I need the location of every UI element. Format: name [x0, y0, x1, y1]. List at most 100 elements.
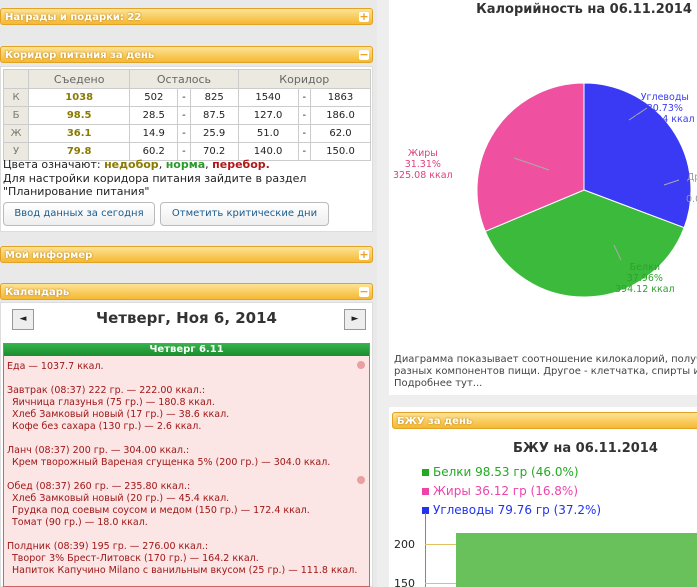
legend-under: недобор	[104, 158, 159, 171]
bju-title: БЖУ за день	[397, 416, 473, 427]
corner-cell	[3, 69, 29, 89]
pie-slice-carbs	[583, 82, 692, 229]
dash: -	[297, 124, 312, 143]
food-total-text: Еда — 1037.7 ккал.	[7, 361, 104, 372]
pie-label-kcal: 394.12 ккал	[615, 284, 675, 295]
expand-icon[interactable]: +	[359, 248, 369, 261]
corridor-max: 1863	[310, 88, 371, 107]
pie-connector-line	[613, 244, 622, 261]
left-min: 28.5	[129, 106, 179, 125]
pie-label-kcal: 319.04 ккал	[635, 114, 695, 125]
eaten-value: 36.1	[27, 124, 131, 143]
pie-label-proteins: Белки 37.96% 394.12 ккал	[615, 262, 675, 295]
pie-label-name: Др	[686, 172, 697, 183]
pie-slice-fats	[476, 82, 585, 232]
meal-dinner: Обед (08:37) 260 гр. — 235.80 ккал.: Хле…	[7, 481, 310, 529]
left-min: 502	[129, 88, 179, 107]
legend-item-carbs: Углеводы 79.76 гр (37.2%)	[422, 501, 601, 520]
legend-label: Углеводы 79.76 гр (37.2%)	[433, 503, 602, 517]
pie-connector-line	[663, 179, 680, 186]
table-row: У 79.8 60.2 - 70.2 140.0 - 150.0	[3, 142, 371, 161]
left-max: 25.9	[189, 124, 239, 143]
dash: -	[177, 142, 191, 161]
legend-label: Жиры 36.12 гр (16.8%)	[433, 484, 579, 498]
enter-today-button[interactable]: Ввод данных за сегодня	[3, 202, 155, 226]
legend-norm: норма	[165, 158, 206, 171]
bju-bar-segment	[456, 533, 697, 587]
bju-chart-title: БЖУ на 06.11.2014	[513, 441, 658, 456]
meal-item: Крем творожный Вареная сгущенка 5% (200 …	[12, 457, 331, 468]
pie-label-name: Углеводы	[640, 92, 689, 103]
corridor-max: 62.0	[310, 124, 371, 143]
table-row: Ж 36.1 14.9 - 25.9 51.0 - 62.0	[3, 124, 371, 143]
dash: -	[297, 88, 312, 107]
calories-pie-chart	[476, 82, 692, 298]
rewards-panel-header[interactable]: Награды и подарки: 22 +	[0, 8, 373, 25]
meal-item: Творог 3% Брест-Литовск (170 гр.) — 164.…	[12, 553, 259, 564]
apple-icon	[357, 361, 365, 369]
meal-snack: Полдник (08:39) 195 гр. — 276.00 ккал.: …	[7, 541, 357, 577]
left-max: 87.5	[189, 106, 239, 125]
row-key: К	[3, 88, 29, 107]
mark-critical-days-button[interactable]: Отметить критические дни	[160, 202, 329, 226]
meal-item: Томат (90 гр.) — 18.0 ккал.	[12, 517, 148, 528]
header-left: Осталось	[129, 69, 239, 89]
collapse-icon[interactable]: −	[359, 48, 369, 61]
meal-item: Кофе без сахара (130 гр.) — 2.6 ккал.	[12, 421, 202, 432]
desc-line: Диаграмма показывает соотношение килокал…	[394, 354, 697, 365]
table-row: К 1038 502 - 825 1540 - 1863	[3, 88, 371, 107]
pie-connector-line	[513, 157, 550, 171]
dash: -	[177, 88, 191, 107]
hint-line: Для настройки коридора питания зайдите в…	[3, 172, 307, 185]
meal-title: Обед (08:37) 260 гр. — 235.80 ккал.:	[7, 481, 191, 492]
meal-item: Хлеб Замковый новый (20 гр.) — 45.4 ккал…	[12, 493, 230, 504]
pie-label-percent: 37.96%	[626, 273, 663, 284]
meal-title: Ланч (08:37) 200 гр. — 304.00 ккал.:	[7, 445, 190, 456]
corridor-min: 1540	[237, 88, 299, 107]
calendar-title: Календарь	[5, 287, 70, 298]
informer-panel-header[interactable]: Мой информер +	[0, 246, 373, 263]
more-link[interactable]: Подробнее тут...	[394, 378, 483, 389]
corridor-hint: Для настройки коридора питания зайдите в…	[3, 172, 306, 198]
desc-line: разных компонентов пищи. Другое - клетча…	[394, 366, 697, 377]
meal-title: Полдник (08:39) 195 гр. — 276.00 ккал.:	[7, 541, 209, 552]
expand-icon[interactable]: +	[359, 10, 369, 23]
right-column: Калорийность на 06.11.2014 Углеводы 30.7…	[389, 0, 697, 587]
pie-connector-line	[628, 107, 648, 121]
legend-swatch	[422, 469, 429, 476]
collapse-icon[interactable]: −	[359, 285, 369, 298]
calendar-date: Четверг, Ноя 6, 2014	[96, 309, 277, 327]
next-day-button[interactable]: ►	[344, 309, 366, 330]
bju-y-tick: 200	[394, 538, 415, 551]
meal-breakfast: Завтрак (08:37) 222 гр. — 222.00 ккал.: …	[7, 385, 229, 433]
apple-icon	[357, 476, 365, 484]
bju-panel-header[interactable]: БЖУ за день	[392, 412, 697, 429]
day-header: Четверг 6.11	[4, 344, 369, 356]
pie-label-value: 0.0	[686, 194, 697, 205]
pie-label-fats: Жиры 31.31% 325.08 ккал	[393, 148, 453, 181]
left-column: Награды и подарки: 22 + Коридор питания …	[0, 8, 373, 587]
meal-lunch: Ланч (08:37) 200 гр. — 304.00 ккал.: Кре…	[7, 445, 330, 469]
informer-title: Мой информер	[5, 250, 93, 261]
dash: -	[177, 106, 191, 125]
meal-item: Грудка под соевым соусом и медом (150 гр…	[12, 505, 310, 516]
meal-item: Яичница глазунья (75 гр.) — 180.8 ккал.	[12, 397, 215, 408]
corridor-title: Коридор питания за день	[5, 50, 155, 61]
pie-slice-proteins	[484, 189, 685, 298]
prev-day-button[interactable]: ◄	[12, 309, 34, 330]
corridor-max: 186.0	[310, 106, 371, 125]
legend-swatch	[422, 488, 429, 495]
hint-line: "Планирование питания"	[3, 185, 150, 198]
bju-legend: Белки 98.53 гр (46.0%) Жиры 36.12 гр (16…	[422, 463, 601, 520]
calories-description: Диаграмма показывает соотношение килокал…	[394, 354, 697, 390]
eaten-value: 79.8	[27, 142, 131, 161]
legend-label: Белки 98.53 гр (46.0%)	[433, 465, 579, 479]
day-cell[interactable]: Четверг 6.11 Еда — 1037.7 ккал. Завтрак …	[3, 343, 370, 587]
eaten-value: 98.5	[27, 106, 131, 125]
corridor-min: 127.0	[237, 106, 299, 125]
left-min: 14.9	[129, 124, 179, 143]
left-max: 825	[189, 88, 239, 107]
corridor-panel-header[interactable]: Коридор питания за день −	[0, 46, 373, 63]
legend-swatch	[422, 507, 429, 514]
calendar-panel-header[interactable]: Календарь −	[0, 283, 373, 300]
